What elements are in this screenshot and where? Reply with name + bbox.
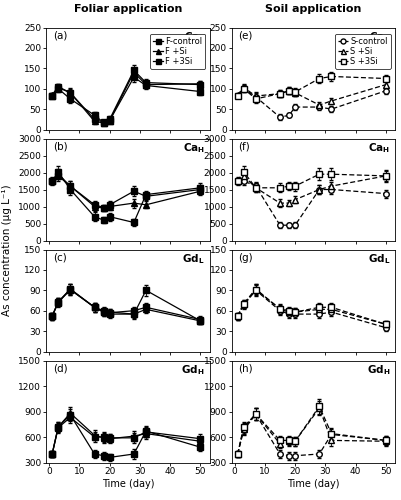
X-axis label: Time (day): Time (day) [287, 479, 340, 489]
Text: $\mathbf{Gd}_\mathbf{H}$: $\mathbf{Gd}_\mathbf{H}$ [181, 364, 205, 378]
X-axis label: Time (day): Time (day) [101, 479, 154, 489]
Text: (d): (d) [53, 364, 67, 374]
Legend: S-control, S +Si, S +3Si: S-control, S +Si, S +3Si [335, 34, 391, 69]
Text: (f): (f) [238, 142, 250, 152]
Text: $\mathbf{Ca}_\mathbf{H}$: $\mathbf{Ca}_\mathbf{H}$ [368, 142, 390, 156]
Text: Soil application: Soil application [265, 4, 361, 14]
Text: As concentration (μg L⁻¹): As concentration (μg L⁻¹) [2, 184, 12, 316]
Text: (e): (e) [238, 30, 253, 40]
Text: (c): (c) [53, 252, 67, 262]
Text: (h): (h) [238, 364, 253, 374]
Text: Foliar application: Foliar application [74, 4, 182, 14]
Text: $\mathbf{Ca}_\mathbf{L}$: $\mathbf{Ca}_\mathbf{L}$ [369, 30, 390, 44]
Legend: F-control, F +Si, F +3Si: F-control, F +Si, F +3Si [150, 34, 205, 69]
Text: (a): (a) [53, 30, 67, 40]
Text: $\mathbf{Gd}_\mathbf{L}$: $\mathbf{Gd}_\mathbf{L}$ [182, 252, 205, 266]
Text: $\mathbf{Gd}_\mathbf{L}$: $\mathbf{Gd}_\mathbf{L}$ [368, 252, 390, 266]
Text: $\mathbf{Ca}_\mathbf{L}$: $\mathbf{Ca}_\mathbf{L}$ [184, 30, 205, 44]
Text: $\mathbf{Ca}_\mathbf{H}$: $\mathbf{Ca}_\mathbf{H}$ [182, 142, 205, 156]
Text: $\mathbf{Gd}_\mathbf{H}$: $\mathbf{Gd}_\mathbf{H}$ [367, 364, 390, 378]
Text: (g): (g) [238, 252, 253, 262]
Text: (b): (b) [53, 142, 67, 152]
